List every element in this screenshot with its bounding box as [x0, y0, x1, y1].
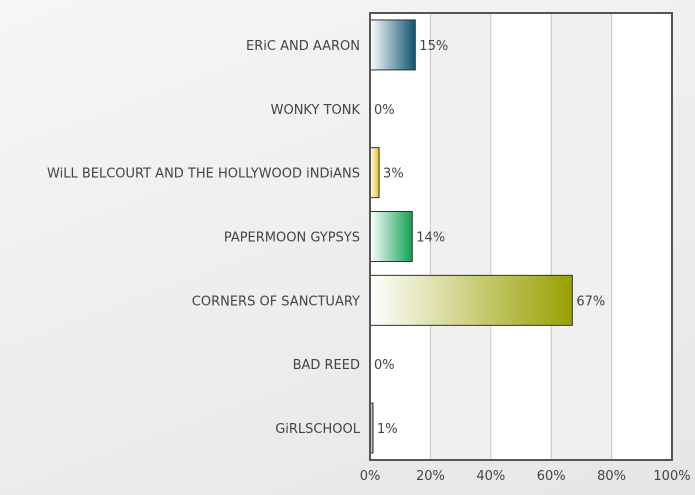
category-label: CORNERS OF SANCTUARY — [192, 294, 360, 309]
data-label: 15% — [419, 39, 448, 54]
data-label: 0% — [374, 358, 395, 373]
data-label: 0% — [374, 103, 395, 118]
plot-border — [369, 12, 673, 461]
x-tick-label: 0% — [360, 469, 381, 484]
bar — [369, 19, 416, 71]
grid-band — [430, 13, 491, 460]
data-label: 67% — [576, 294, 605, 309]
category-label: WiLL BELCOURT AND THE HOLLYWOOD iNDiANS — [47, 167, 360, 182]
grid-band — [551, 13, 612, 460]
category-label: WONKY TONK — [271, 103, 361, 118]
data-label: 3% — [383, 167, 404, 182]
x-tick-label: 80% — [597, 469, 626, 484]
x-tick-label: 100% — [653, 469, 690, 484]
x-tick-label: 20% — [416, 469, 445, 484]
data-label: 1% — [377, 422, 398, 437]
bar — [369, 147, 380, 199]
category-label: PAPERMOON GYPSYS — [224, 231, 360, 246]
data-label: 14% — [416, 231, 445, 246]
category-label: BAD REED — [293, 358, 360, 373]
plot-area — [370, 13, 672, 460]
bar — [369, 211, 413, 262]
x-tick-label: 60% — [537, 469, 566, 484]
category-label: ERiC AND AARON — [246, 39, 360, 54]
x-tick-label: 40% — [476, 469, 505, 484]
bar — [369, 274, 573, 326]
category-label: GiRLSCHOOL — [275, 422, 361, 437]
